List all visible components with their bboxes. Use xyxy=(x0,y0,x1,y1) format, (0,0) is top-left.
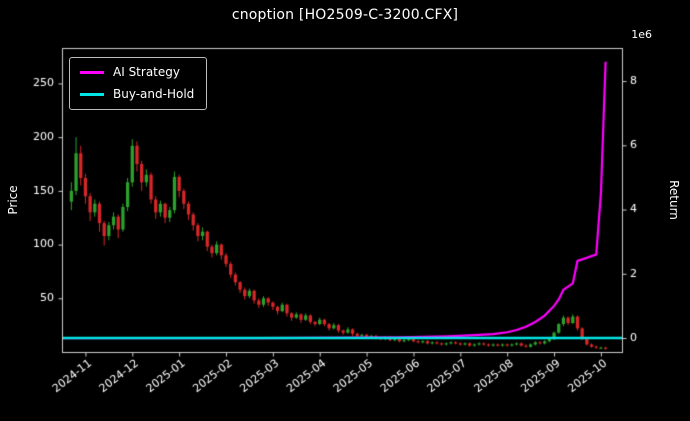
legend-label-ai-strategy: AI Strategy xyxy=(113,65,180,79)
chart-title: cnoption [HO2509-C-3200.CFX] xyxy=(231,7,459,23)
buy-and-hold-line-swatch xyxy=(80,92,104,96)
legend-item-ai-strategy: AI Strategy xyxy=(80,65,194,79)
legend-item-buy-and-hold: Buy-and-Hold xyxy=(80,87,194,101)
price-axis-label: Price xyxy=(6,185,20,215)
return-axis-label: Return xyxy=(667,180,681,220)
legend-label-buy-and-hold: Buy-and-Hold xyxy=(113,87,195,101)
return-axis-offset-label: 1e6 xyxy=(631,28,652,41)
ai-strategy-line-swatch xyxy=(80,70,104,74)
legend: AI Strategy Buy-and-Hold xyxy=(69,57,208,110)
